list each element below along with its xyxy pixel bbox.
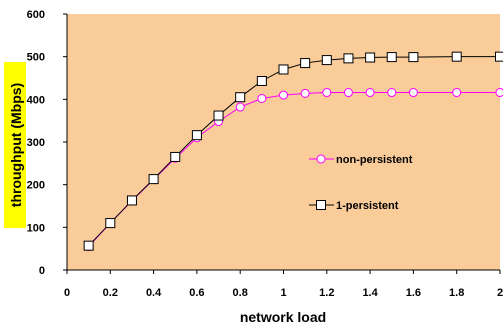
y-ticks: 0 100 200 300 400 500 600 — [27, 9, 67, 277]
x-tick-label: 0.8 — [233, 287, 248, 299]
legend: non-persistent 1-persistent — [309, 154, 413, 212]
series-layer — [83, 51, 503, 252]
x-ticks: 0 0.2 0.4 0.6 0.8 1 1.2 1.4 1.6 1.8 2 — [64, 270, 503, 299]
data-point — [213, 110, 224, 121]
data-point — [170, 151, 181, 162]
y-tick-label: 500 — [27, 52, 45, 64]
data-point — [83, 240, 94, 251]
y-tick-label: 600 — [27, 9, 45, 21]
x-tick-label: 1.6 — [406, 287, 421, 299]
x-tick-label: 1.4 — [362, 287, 378, 299]
data-point — [278, 64, 289, 75]
legend-label: 1-persistent — [336, 200, 399, 212]
data-point — [256, 75, 267, 86]
x-axis-title: network load — [240, 309, 326, 325]
data-point — [408, 52, 419, 63]
legend-label: non-persistent — [336, 154, 413, 166]
data-point — [495, 88, 503, 98]
data-point — [126, 195, 137, 206]
legend-item: non-persistent — [309, 154, 413, 166]
data-point — [257, 93, 267, 103]
x-tick-label: 0.6 — [189, 287, 204, 299]
data-point — [321, 55, 332, 66]
data-point — [495, 51, 503, 62]
data-point — [343, 88, 353, 98]
x-tick-label: 2 — [497, 287, 503, 299]
y-axis-title: throughput (Mbps) — [8, 83, 24, 207]
x-tick-label: 1 — [280, 287, 286, 299]
legend-item: 1-persistent — [309, 200, 399, 212]
y-axis-title-highlight — [4, 62, 26, 228]
data-point — [452, 88, 462, 98]
data-point — [235, 102, 245, 112]
data-point — [365, 88, 375, 98]
data-point — [105, 218, 116, 229]
y-tick-label: 300 — [27, 137, 45, 149]
y-tick-label: 100 — [27, 222, 45, 234]
data-point — [365, 52, 376, 63]
data-point — [408, 88, 418, 98]
data-point — [300, 58, 311, 69]
data-point — [322, 88, 332, 98]
legend-marker — [316, 200, 326, 210]
data-point — [235, 92, 246, 103]
series-1-persistent — [83, 51, 503, 251]
data-point — [300, 88, 310, 98]
x-tick-label: 0 — [64, 287, 70, 299]
y-tick-label: 200 — [27, 180, 45, 192]
x-tick-label: 1.2 — [319, 287, 334, 299]
legend-marker — [316, 154, 326, 164]
x-tick-label: 1.8 — [449, 287, 464, 299]
plot-area — [67, 14, 500, 270]
y-tick-label: 400 — [27, 94, 45, 106]
data-point — [148, 174, 159, 185]
data-point — [387, 88, 397, 98]
x-tick-label: 0.4 — [146, 287, 162, 299]
data-point — [191, 130, 202, 141]
data-point — [386, 52, 397, 63]
x-tick-label: 0.2 — [103, 287, 118, 299]
y-tick-label: 0 — [39, 265, 45, 277]
data-point — [343, 53, 354, 64]
data-point — [451, 51, 462, 62]
data-point — [279, 90, 288, 100]
